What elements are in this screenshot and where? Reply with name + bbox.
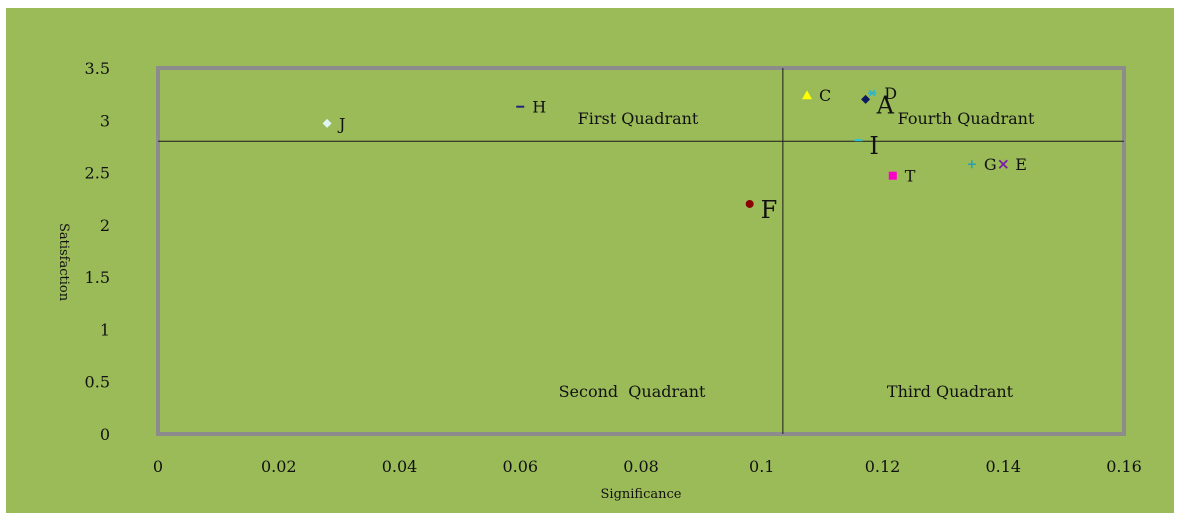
x-tick-label: 0.12	[865, 457, 901, 476]
point-j-label: J	[337, 114, 345, 133]
x-tick-label: 0.16	[1106, 457, 1142, 476]
point-f-marker	[745, 199, 754, 208]
plot-area-frame	[156, 66, 1126, 436]
y-tick-label: 1.5	[85, 268, 110, 287]
point-g-marker	[967, 160, 976, 169]
point-a-label: A	[876, 91, 895, 119]
y-axis-title: Satisfaction	[56, 223, 71, 302]
point-j-marker	[322, 118, 332, 128]
first-quadrant-label: First Quadrant	[578, 109, 699, 128]
y-tick-label: 3	[100, 111, 110, 130]
point-d-label: D	[884, 84, 897, 103]
fourth-quadrant-label: Fourth Quadrant	[898, 109, 1035, 128]
third-quadrant-label: Third Quadrant	[887, 382, 1014, 401]
y-tick-label: 1	[100, 320, 110, 339]
y-tick-label: 3.5	[85, 59, 110, 78]
point-i-label: I	[869, 132, 878, 160]
point-c-marker	[802, 90, 813, 100]
point-c-label: C	[819, 86, 831, 105]
point-d-marker	[868, 89, 877, 97]
point-e-marker	[998, 159, 1008, 169]
point-a-marker	[861, 94, 871, 104]
y-tick-label: 0	[100, 425, 110, 444]
x-axis-ticks: 0 0.02 0.04 0.06 0.08 0.1 0.12 0.14 0.16	[153, 457, 1142, 476]
data-points: J H F C DAI T G E	[322, 84, 1027, 224]
x-tick-label: 0.04	[382, 457, 418, 476]
chart-background	[6, 8, 1174, 513]
x-tick-label: 0.14	[985, 457, 1021, 476]
x-tick-label: 0.08	[623, 457, 659, 476]
y-tick-label: 2	[100, 216, 110, 235]
point-t-label: T	[905, 167, 916, 186]
y-tick-label: 0.5	[85, 373, 110, 392]
x-tick-label: 0	[153, 457, 163, 476]
x-tick-label: 0.1	[749, 457, 774, 476]
x-tick-label: 0.06	[502, 457, 538, 476]
y-tick-label: 2.5	[85, 164, 110, 183]
y-axis-ticks: 0 0.5 1 1.5 2 2.5 3 3.5	[85, 59, 110, 444]
x-tick-label: 0.02	[261, 457, 297, 476]
point-g-label: G	[984, 155, 997, 174]
second-quadrant-label: Second Quadrant	[559, 382, 706, 401]
x-axis-title: Significance	[601, 487, 682, 502]
point-e-label: E	[1015, 155, 1027, 174]
point-t-marker	[888, 171, 897, 180]
point-h-label: H	[532, 98, 546, 117]
point-f-label: F	[761, 196, 778, 224]
